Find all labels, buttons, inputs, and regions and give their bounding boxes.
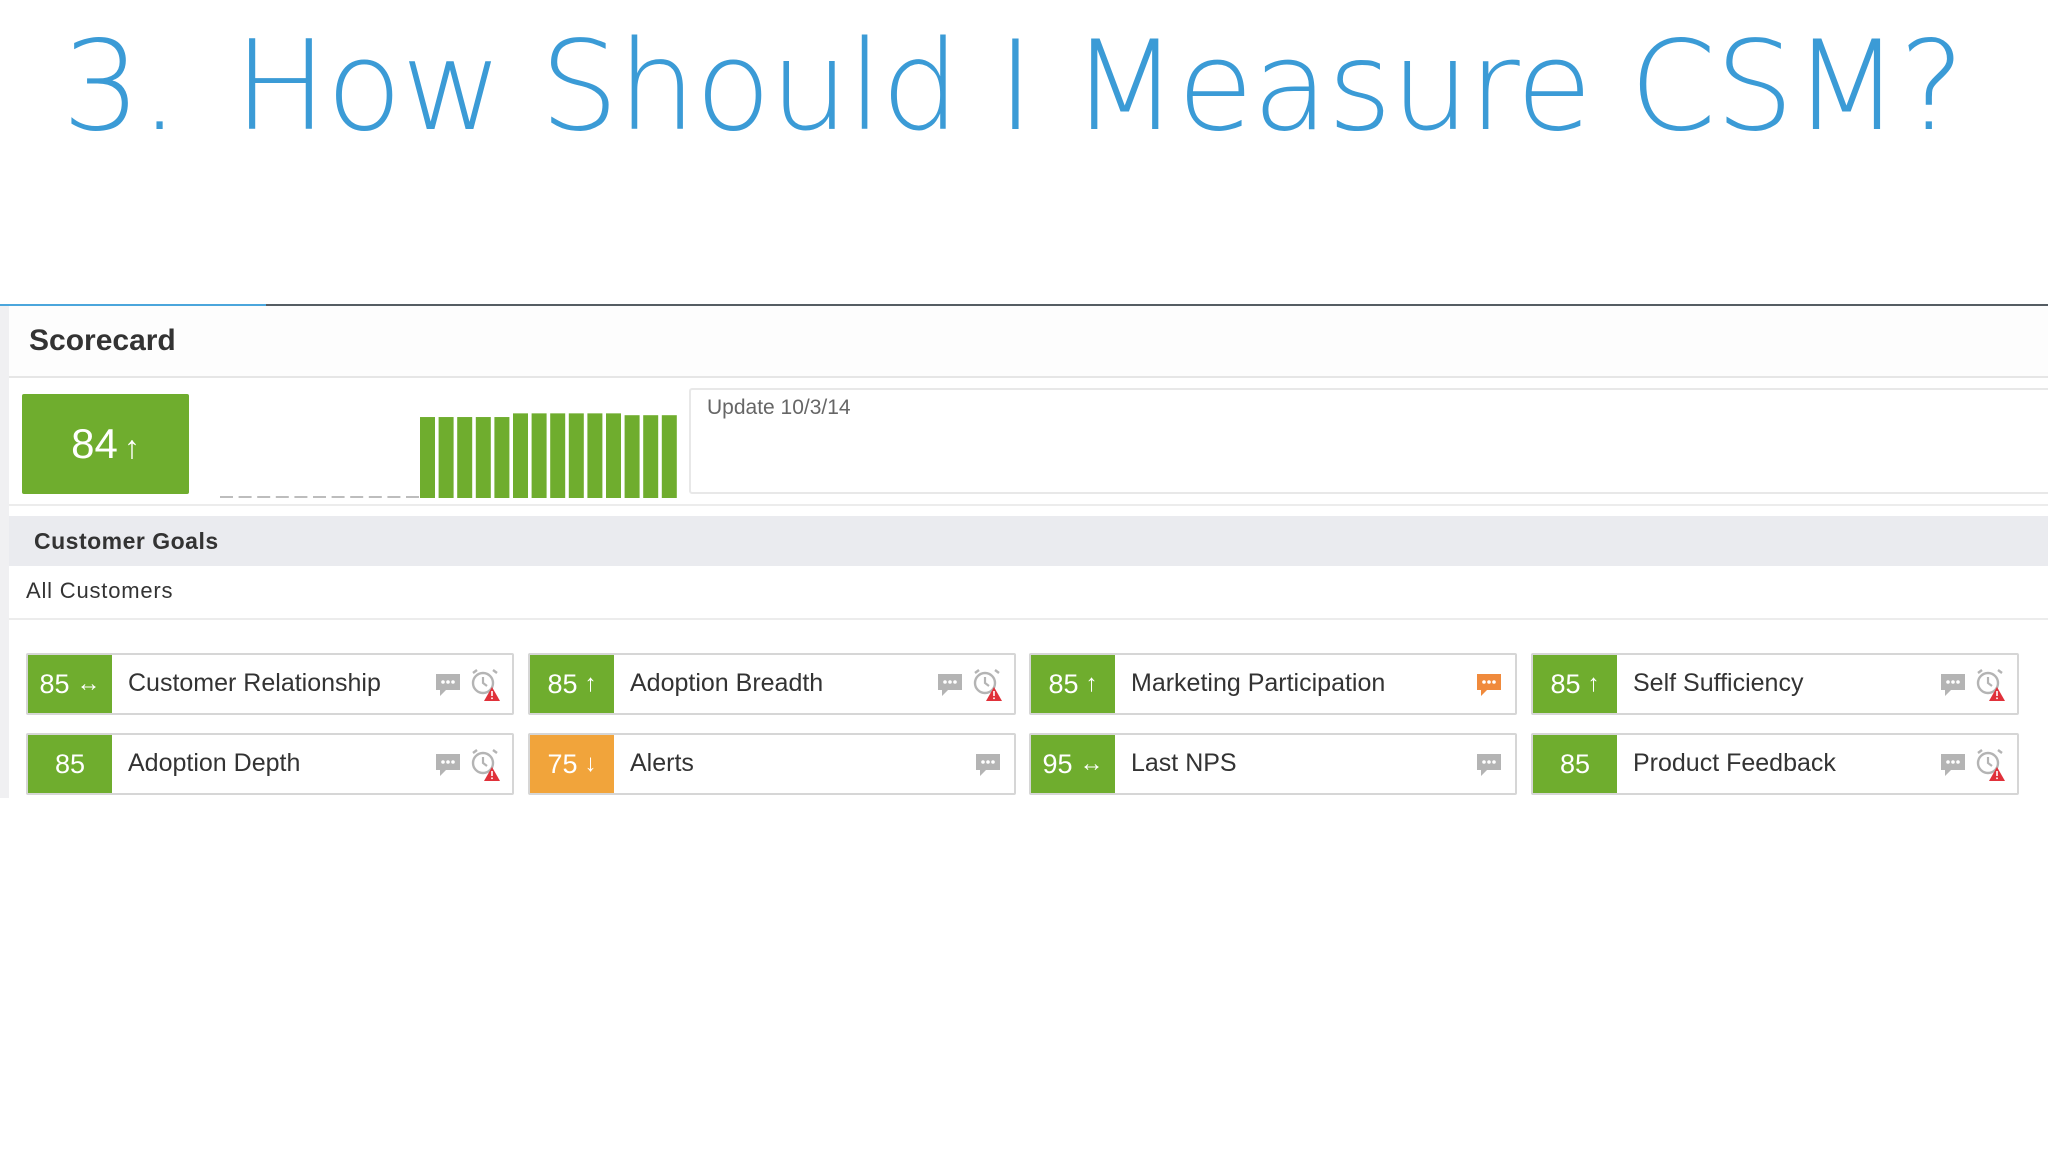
goal-score-value: 95 [1042, 748, 1073, 779]
slide-heading: How Should I Measure CSM? [234, 15, 1965, 159]
goal-score-badge: 85 [1533, 735, 1617, 793]
trend-bar [531, 413, 547, 498]
goal-card[interactable]: 85 ↑ Marketing Participation [1029, 653, 1517, 715]
trend-bar [643, 415, 659, 498]
goal-score-value: 85 [547, 668, 578, 699]
trend-bar [420, 417, 435, 498]
goal-card[interactable]: 95 ↔ Last NPS [1029, 733, 1517, 795]
alarm-alert-icon[interactable] [1975, 668, 2005, 702]
goal-card[interactable]: 85 Adoption Depth [26, 733, 514, 795]
trend-bar [438, 417, 454, 498]
goal-label[interactable]: Adoption Depth [128, 749, 301, 777]
trend-up-icon: ↑ [1085, 670, 1098, 697]
goal-score-badge: 85 ↑ [1031, 655, 1115, 713]
active-tab-indicator [0, 304, 266, 307]
goal-score-badge: 85 [28, 735, 112, 793]
trend-up-icon: ↑ [1587, 670, 1600, 697]
goal-score-badge: 95 ↔ [1031, 735, 1115, 793]
goal-score-value: 85 [1559, 748, 1591, 779]
update-date: Update 10/3/14 [707, 396, 851, 419]
scorecard-panel: Scorecard 84 ↑ Update 10/3/14 Customer G… [0, 304, 2048, 798]
goal-label[interactable]: Self Sufficiency [1633, 669, 1804, 697]
comment-icon[interactable] [936, 672, 964, 698]
goal-actions [434, 667, 500, 703]
goal-card[interactable]: 85 Product Feedback [1531, 733, 2019, 795]
customer-goals-title: Customer Goals [34, 528, 219, 554]
trend-bar [550, 413, 566, 498]
goal-actions [1475, 667, 1503, 703]
trend-bar [457, 417, 473, 498]
trend-bar [475, 417, 491, 498]
goal-card[interactable]: 85 ↑ Adoption Breadth [528, 653, 1016, 715]
alarm-alert-icon[interactable] [972, 668, 1002, 702]
alarm-alert-icon[interactable] [470, 748, 500, 782]
customer-goals-header: Customer Goals [9, 516, 2048, 566]
goal-score-value: 85 [54, 748, 86, 779]
goal-label[interactable]: Adoption Breadth [630, 669, 824, 697]
trend-up-icon: ↑ [584, 670, 597, 697]
trend-down-icon: ↓ [584, 750, 597, 777]
comment-icon[interactable] [434, 672, 462, 698]
scorecard-title: Scorecard [29, 324, 176, 357]
goal-label[interactable]: Customer Relationship [128, 669, 381, 697]
trend-bar [587, 413, 603, 498]
goal-card[interactable]: 85 ↔ Customer Relationship [26, 653, 514, 715]
slide-title: 3. How Should I Measure CSM? [62, 15, 1965, 159]
comment-icon[interactable] [974, 752, 1002, 778]
goal-actions [974, 747, 1002, 783]
trend-bar [606, 413, 621, 498]
left-rail [0, 306, 9, 798]
goal-score-badge: 75 ↓ [530, 735, 614, 793]
comment-icon[interactable] [1475, 672, 1503, 698]
goal-card[interactable]: 85 ↑ Self Sufficiency [1531, 653, 2019, 715]
goal-label[interactable]: Marketing Participation [1131, 669, 1386, 697]
trend-bar [624, 415, 640, 498]
comment-icon[interactable] [434, 752, 462, 778]
trend-bar [568, 413, 584, 498]
goal-label[interactable]: Last NPS [1131, 749, 1237, 777]
score-trend-chart [220, 413, 677, 498]
divider [9, 504, 2048, 506]
goal-score-value: 85 [1048, 668, 1079, 699]
trend-flat-icon: ↔ [1079, 750, 1104, 777]
goal-score-badge: 85 ↑ [1533, 655, 1617, 713]
goal-actions [936, 667, 1002, 703]
trend-bar [661, 415, 677, 498]
trend-flat-icon: ↔ [76, 670, 101, 697]
goal-score-value: 85 [39, 668, 70, 699]
goal-actions [434, 747, 500, 783]
trend-bar [494, 417, 510, 498]
update-notes-box[interactable]: Update 10/3/14 [689, 388, 2048, 494]
goal-label[interactable]: Alerts [630, 749, 694, 777]
goal-score-badge: 85 ↑ [530, 655, 614, 713]
trend-bar [513, 413, 528, 498]
goal-actions [1475, 747, 1503, 783]
goal-score-badge: 85 ↔ [28, 655, 112, 713]
goal-score-value: 85 [1550, 668, 1581, 699]
alarm-alert-icon[interactable] [470, 668, 500, 702]
arrow-up-icon: ↑ [123, 428, 140, 465]
goal-actions [1939, 667, 2005, 703]
goal-actions [1939, 747, 2005, 783]
alarm-alert-icon[interactable] [1975, 748, 2005, 782]
comment-icon[interactable] [1939, 672, 1967, 698]
overall-score-value: 84 [71, 420, 118, 467]
comment-icon[interactable] [1475, 752, 1503, 778]
slide-number: 3. [62, 15, 179, 159]
overall-score-badge[interactable]: 84 ↑ [22, 394, 189, 494]
comment-icon[interactable] [1939, 752, 1967, 778]
goal-score-value: 75 [547, 748, 578, 779]
divider [9, 618, 2048, 620]
scorecard-header: Scorecard [9, 306, 2048, 378]
goal-card[interactable]: 75 ↓ Alerts [528, 733, 1016, 795]
all-customers-filter[interactable]: All Customers [26, 578, 174, 603]
goal-label[interactable]: Product Feedback [1633, 749, 1836, 777]
